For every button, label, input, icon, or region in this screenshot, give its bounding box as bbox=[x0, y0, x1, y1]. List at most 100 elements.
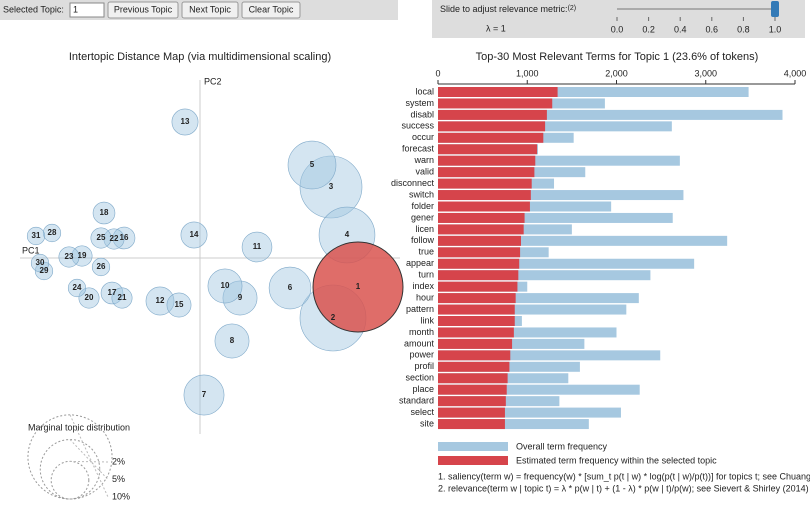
topic-circle[interactable] bbox=[92, 201, 116, 225]
topic-circle[interactable] bbox=[58, 246, 80, 268]
term-bar[interactable] bbox=[438, 190, 684, 201]
topic-circle[interactable] bbox=[111, 287, 133, 309]
term-bar[interactable] bbox=[438, 419, 505, 430]
prev-button-label[interactable]: Previous Topic bbox=[114, 4, 173, 14]
selected-topic-circle[interactable] bbox=[312, 241, 404, 333]
term-bar[interactable] bbox=[438, 109, 547, 120]
size-legend-leader bbox=[69, 414, 109, 498]
term-bar[interactable] bbox=[438, 270, 651, 281]
topic-label: 23 bbox=[65, 252, 74, 261]
term-bar[interactable] bbox=[438, 270, 519, 281]
term-bar[interactable] bbox=[438, 304, 515, 315]
topic-circle[interactable] bbox=[222, 280, 258, 316]
topic-circle[interactable] bbox=[90, 227, 112, 249]
term-bar[interactable] bbox=[438, 109, 783, 120]
term-bar[interactable] bbox=[438, 212, 673, 223]
x-tick-label: 4,000 bbox=[784, 68, 807, 78]
legend-swatch bbox=[438, 456, 508, 465]
slider-panel bbox=[432, 0, 805, 38]
slider-tick-label: 0.6 bbox=[706, 24, 719, 34]
topic-label: 21 bbox=[118, 293, 127, 302]
next-button-label[interactable]: Next Topic bbox=[189, 4, 231, 14]
term-bar[interactable] bbox=[438, 407, 621, 418]
topic-circle[interactable] bbox=[268, 266, 312, 310]
topic-circle[interactable] bbox=[42, 223, 62, 243]
term-bar[interactable] bbox=[438, 132, 544, 143]
topic-input[interactable] bbox=[69, 2, 105, 18]
slider-handle[interactable] bbox=[771, 1, 779, 17]
topic-label: 11 bbox=[253, 242, 262, 251]
term-bar[interactable] bbox=[438, 350, 511, 361]
term-bar[interactable] bbox=[438, 201, 530, 212]
term-bar[interactable] bbox=[438, 293, 516, 304]
topic-circle[interactable] bbox=[91, 257, 111, 277]
topic-circle[interactable] bbox=[299, 155, 363, 219]
term-bar[interactable] bbox=[438, 87, 558, 97]
term-bar[interactable] bbox=[438, 121, 672, 132]
topic-circle[interactable] bbox=[183, 374, 225, 416]
term-bar[interactable] bbox=[438, 155, 536, 166]
term-bar[interactable] bbox=[438, 384, 640, 395]
term-bar[interactable] bbox=[438, 327, 617, 338]
term-bar[interactable] bbox=[438, 384, 507, 395]
term-bar[interactable] bbox=[438, 235, 522, 246]
topic-label: 6 bbox=[288, 283, 293, 292]
term-label: power bbox=[409, 350, 434, 360]
prev-button[interactable] bbox=[107, 1, 179, 19]
term-bar[interactable] bbox=[438, 396, 506, 407]
term-bar[interactable] bbox=[438, 144, 538, 155]
term-bar[interactable] bbox=[438, 316, 515, 326]
topic-circle[interactable] bbox=[287, 140, 337, 190]
topic-label: 10 bbox=[221, 281, 230, 290]
topic-value[interactable]: 1 bbox=[73, 4, 78, 14]
term-bar[interactable] bbox=[438, 155, 680, 166]
term-label: valid bbox=[415, 167, 434, 177]
term-bar[interactable] bbox=[438, 121, 546, 132]
term-bar[interactable] bbox=[438, 87, 749, 97]
topic-circle[interactable] bbox=[26, 226, 46, 246]
topic-circle[interactable] bbox=[100, 281, 124, 305]
pc2-label: PC2 bbox=[204, 76, 222, 86]
term-bar[interactable] bbox=[438, 247, 521, 258]
term-bar[interactable] bbox=[438, 212, 525, 223]
next-button[interactable] bbox=[181, 1, 239, 19]
term-bar[interactable] bbox=[438, 293, 639, 304]
slider-tick-label: 0.0 bbox=[611, 24, 624, 34]
term-bar[interactable] bbox=[438, 327, 514, 338]
term-label: local bbox=[415, 86, 434, 96]
term-bar[interactable] bbox=[438, 258, 695, 269]
topic-circle[interactable] bbox=[171, 108, 199, 136]
topic-label: 20 bbox=[85, 293, 94, 302]
term-bar[interactable] bbox=[438, 190, 531, 201]
x-tick-label: 0 bbox=[435, 68, 440, 78]
slider-tick-label: 0.2 bbox=[642, 24, 655, 34]
term-bar[interactable] bbox=[438, 361, 510, 372]
term-bar[interactable] bbox=[438, 98, 553, 109]
term-bar[interactable] bbox=[438, 407, 505, 418]
topic-circle[interactable] bbox=[30, 253, 50, 273]
topic-circle[interactable] bbox=[67, 278, 87, 298]
term-bar[interactable] bbox=[438, 167, 535, 178]
topic-circle[interactable] bbox=[241, 231, 273, 263]
term-bar[interactable] bbox=[438, 224, 524, 235]
term-bar[interactable] bbox=[438, 304, 627, 315]
term-bar[interactable] bbox=[438, 350, 661, 361]
term-bar[interactable] bbox=[438, 281, 518, 292]
term-bar[interactable] bbox=[438, 258, 520, 269]
term-label: amount bbox=[404, 338, 435, 348]
term-bar[interactable] bbox=[438, 373, 508, 384]
term-bar[interactable] bbox=[438, 178, 532, 189]
term-bar[interactable] bbox=[438, 235, 728, 246]
clear-button[interactable] bbox=[241, 1, 301, 19]
topic-circle[interactable] bbox=[207, 268, 243, 304]
term-label: true bbox=[418, 247, 434, 257]
topic-circle[interactable] bbox=[214, 323, 250, 359]
topic-circle[interactable] bbox=[166, 292, 192, 318]
topic-circle[interactable] bbox=[180, 221, 208, 249]
size-legend-title: Marginal topic distribution bbox=[28, 422, 130, 432]
term-bar[interactable] bbox=[438, 338, 513, 349]
clear-button-label[interactable]: Clear Topic bbox=[249, 4, 294, 14]
term-bar[interactable] bbox=[438, 419, 589, 430]
term-label: disconnect bbox=[391, 178, 435, 188]
topic-label: 12 bbox=[156, 296, 165, 305]
